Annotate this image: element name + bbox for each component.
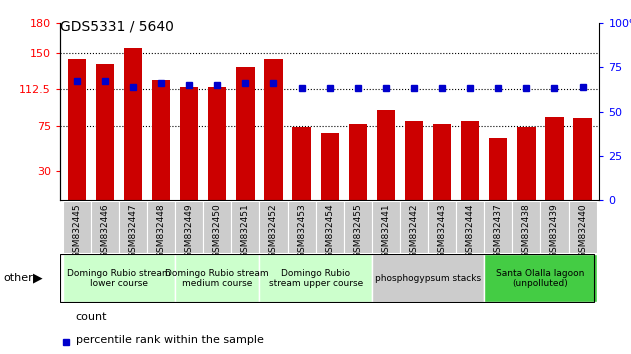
Text: GSM832447: GSM832447 bbox=[129, 203, 138, 258]
FancyBboxPatch shape bbox=[372, 254, 484, 302]
FancyBboxPatch shape bbox=[344, 201, 372, 253]
FancyBboxPatch shape bbox=[372, 201, 400, 253]
Bar bbox=[433, 124, 451, 200]
Text: GSM832440: GSM832440 bbox=[578, 203, 587, 258]
Text: GSM832450: GSM832450 bbox=[213, 203, 222, 258]
Text: Domingo Rubio stream
medium course: Domingo Rubio stream medium course bbox=[165, 269, 269, 288]
FancyBboxPatch shape bbox=[428, 201, 456, 253]
FancyBboxPatch shape bbox=[512, 201, 540, 253]
Text: GDS5331 / 5640: GDS5331 / 5640 bbox=[60, 19, 174, 34]
FancyBboxPatch shape bbox=[175, 201, 203, 253]
FancyBboxPatch shape bbox=[175, 254, 259, 302]
FancyBboxPatch shape bbox=[232, 201, 259, 253]
Bar bbox=[349, 124, 367, 200]
Bar bbox=[208, 87, 227, 200]
FancyBboxPatch shape bbox=[456, 201, 484, 253]
Text: GSM832455: GSM832455 bbox=[353, 203, 362, 258]
Text: ▶: ▶ bbox=[33, 272, 42, 284]
Text: GSM832442: GSM832442 bbox=[410, 203, 418, 258]
FancyBboxPatch shape bbox=[400, 201, 428, 253]
FancyBboxPatch shape bbox=[119, 201, 147, 253]
Bar bbox=[517, 127, 536, 200]
Bar bbox=[152, 80, 170, 200]
Text: count: count bbox=[76, 312, 107, 322]
FancyBboxPatch shape bbox=[259, 201, 288, 253]
Bar bbox=[68, 59, 86, 200]
Bar bbox=[377, 109, 395, 200]
FancyBboxPatch shape bbox=[484, 254, 597, 302]
Text: GSM832451: GSM832451 bbox=[241, 203, 250, 258]
Text: GSM832443: GSM832443 bbox=[437, 203, 447, 258]
Bar bbox=[489, 138, 507, 200]
Text: GSM832441: GSM832441 bbox=[381, 203, 391, 258]
Text: Domingo Rubio stream
lower course: Domingo Rubio stream lower course bbox=[67, 269, 171, 288]
FancyBboxPatch shape bbox=[259, 254, 372, 302]
FancyBboxPatch shape bbox=[147, 201, 175, 253]
Text: GSM832453: GSM832453 bbox=[297, 203, 306, 258]
Bar bbox=[124, 47, 142, 200]
Text: GSM832445: GSM832445 bbox=[73, 203, 81, 258]
Bar bbox=[461, 121, 480, 200]
FancyBboxPatch shape bbox=[62, 254, 175, 302]
Bar bbox=[264, 59, 283, 200]
Text: Santa Olalla lagoon
(unpolluted): Santa Olalla lagoon (unpolluted) bbox=[496, 269, 585, 288]
FancyBboxPatch shape bbox=[540, 201, 569, 253]
Text: percentile rank within the sample: percentile rank within the sample bbox=[76, 335, 264, 345]
Text: GSM832444: GSM832444 bbox=[466, 203, 475, 258]
Text: GSM832439: GSM832439 bbox=[550, 203, 559, 258]
FancyBboxPatch shape bbox=[91, 201, 119, 253]
FancyBboxPatch shape bbox=[203, 201, 232, 253]
Text: GSM832438: GSM832438 bbox=[522, 203, 531, 258]
Bar bbox=[405, 121, 423, 200]
FancyBboxPatch shape bbox=[316, 201, 344, 253]
Text: phosphogypsum stacks: phosphogypsum stacks bbox=[375, 274, 481, 283]
Bar bbox=[292, 127, 310, 200]
Bar bbox=[545, 118, 563, 200]
Text: GSM832454: GSM832454 bbox=[325, 203, 334, 258]
FancyBboxPatch shape bbox=[484, 201, 512, 253]
Text: GSM832437: GSM832437 bbox=[494, 203, 503, 258]
FancyBboxPatch shape bbox=[62, 201, 91, 253]
Bar bbox=[321, 133, 339, 200]
Bar bbox=[236, 67, 254, 200]
Text: GSM832452: GSM832452 bbox=[269, 203, 278, 258]
FancyBboxPatch shape bbox=[569, 201, 597, 253]
Text: GSM832446: GSM832446 bbox=[100, 203, 109, 258]
FancyBboxPatch shape bbox=[288, 201, 316, 253]
Bar bbox=[180, 87, 198, 200]
Bar bbox=[574, 118, 592, 200]
Text: Domingo Rubio
stream upper course: Domingo Rubio stream upper course bbox=[269, 269, 363, 288]
Text: GSM832449: GSM832449 bbox=[185, 203, 194, 258]
Text: GSM832448: GSM832448 bbox=[156, 203, 165, 258]
Bar bbox=[96, 64, 114, 200]
Text: other: other bbox=[3, 273, 33, 283]
